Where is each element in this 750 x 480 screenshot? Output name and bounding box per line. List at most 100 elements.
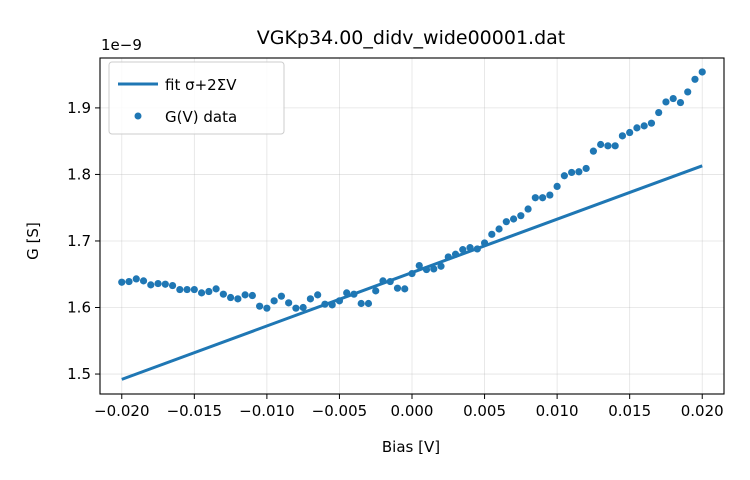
data-point xyxy=(234,295,242,303)
plot-series xyxy=(118,68,706,381)
data-point xyxy=(684,88,692,96)
data-point xyxy=(473,245,481,253)
legend-marker-swatch xyxy=(134,112,142,120)
grid xyxy=(100,58,724,394)
y-tick-label: 1.6 xyxy=(67,299,91,317)
data-point xyxy=(640,122,648,130)
data-point xyxy=(328,301,336,309)
data-point xyxy=(676,98,685,107)
data-point xyxy=(408,269,416,278)
data-point xyxy=(227,293,235,302)
data-point xyxy=(292,304,300,312)
data-point xyxy=(386,277,394,286)
data-point xyxy=(335,297,344,305)
legend: fit σ+2ΣV G(V) data xyxy=(108,61,285,135)
data-point xyxy=(401,285,409,293)
x-tick-label: 0.020 xyxy=(681,402,724,420)
data-point xyxy=(466,244,474,252)
data-point xyxy=(488,230,496,238)
data-point xyxy=(662,98,670,106)
data-point xyxy=(256,302,264,310)
y-offset-label: 1e−9 xyxy=(101,36,142,54)
data-point xyxy=(219,290,227,298)
data-point xyxy=(299,303,307,312)
data-point xyxy=(350,290,358,298)
data-point xyxy=(357,299,365,308)
data-point xyxy=(626,128,634,137)
data-point xyxy=(372,287,380,295)
data-point xyxy=(655,108,663,117)
data-point xyxy=(422,265,431,274)
x-tick-label: 0.000 xyxy=(391,402,434,420)
x-tick-label: −0.005 xyxy=(312,402,368,420)
y-tick-label: 1.7 xyxy=(67,232,91,250)
data-point xyxy=(618,132,627,140)
data-point xyxy=(568,168,576,177)
data-point xyxy=(546,191,554,199)
data-point xyxy=(611,142,619,150)
data-point xyxy=(633,124,641,132)
data-point xyxy=(669,94,677,103)
y-axis: 1.5 1.6 1.7 1.8 1.9 xyxy=(67,99,100,383)
data-point xyxy=(321,300,329,308)
data-point xyxy=(691,75,699,83)
data-point xyxy=(560,172,568,180)
data-point xyxy=(444,253,452,261)
data-point xyxy=(147,281,155,289)
data-point xyxy=(575,168,583,176)
data-point xyxy=(517,212,525,220)
x-axis-label: Bias [V] xyxy=(382,438,440,456)
data-point xyxy=(459,246,467,254)
data-point xyxy=(582,164,590,173)
data-point xyxy=(197,289,206,297)
x-tick-label: 0.015 xyxy=(608,402,651,420)
data-point xyxy=(393,284,402,292)
data-point xyxy=(241,291,249,299)
legend-label-fit: fit σ+2ΣV xyxy=(165,76,237,94)
data-point xyxy=(364,299,373,308)
data-point xyxy=(524,205,532,213)
data-point xyxy=(502,218,510,226)
data-point xyxy=(597,140,605,149)
x-tick-label: −0.020 xyxy=(94,402,150,420)
data-point xyxy=(553,182,561,191)
data-point xyxy=(589,147,597,155)
y-axis-label: G [S] xyxy=(24,222,42,260)
data-point xyxy=(495,225,503,233)
data-point xyxy=(212,285,220,293)
x-tick-label: 0.010 xyxy=(536,402,579,420)
data-point xyxy=(415,261,423,270)
data-point xyxy=(604,142,612,150)
data-point xyxy=(277,292,285,300)
data-point xyxy=(125,277,133,286)
data-point xyxy=(539,194,547,202)
legend-box xyxy=(108,61,285,135)
data-point xyxy=(154,279,162,288)
data-point xyxy=(480,239,489,247)
data-point xyxy=(698,68,706,76)
data-point xyxy=(343,289,351,297)
data-point xyxy=(451,250,460,258)
data-point xyxy=(248,291,256,300)
data-point xyxy=(379,277,387,285)
y-tick-label: 1.8 xyxy=(67,165,91,183)
x-tick-label: −0.015 xyxy=(167,402,223,420)
data-point xyxy=(183,285,191,294)
data-point xyxy=(285,299,293,307)
chart-title: VGKp34.00_didv_wide00001.dat xyxy=(257,27,565,49)
data-point xyxy=(139,277,148,285)
data-point xyxy=(205,287,213,296)
x-axis: −0.020 −0.015 −0.010 −0.005 0.000 0.005 0.010 0… xyxy=(94,394,724,420)
data-point xyxy=(263,304,271,312)
y-tick-label: 1.5 xyxy=(67,365,91,383)
data-point xyxy=(176,285,184,294)
y-tick-label: 1.9 xyxy=(67,99,91,117)
legend-label-data: G(V) data xyxy=(165,108,237,126)
data-point xyxy=(437,262,445,270)
data-point xyxy=(132,275,140,283)
data-point xyxy=(161,280,169,288)
data-point xyxy=(430,265,438,273)
data-point xyxy=(168,281,177,290)
data-point xyxy=(647,119,656,127)
